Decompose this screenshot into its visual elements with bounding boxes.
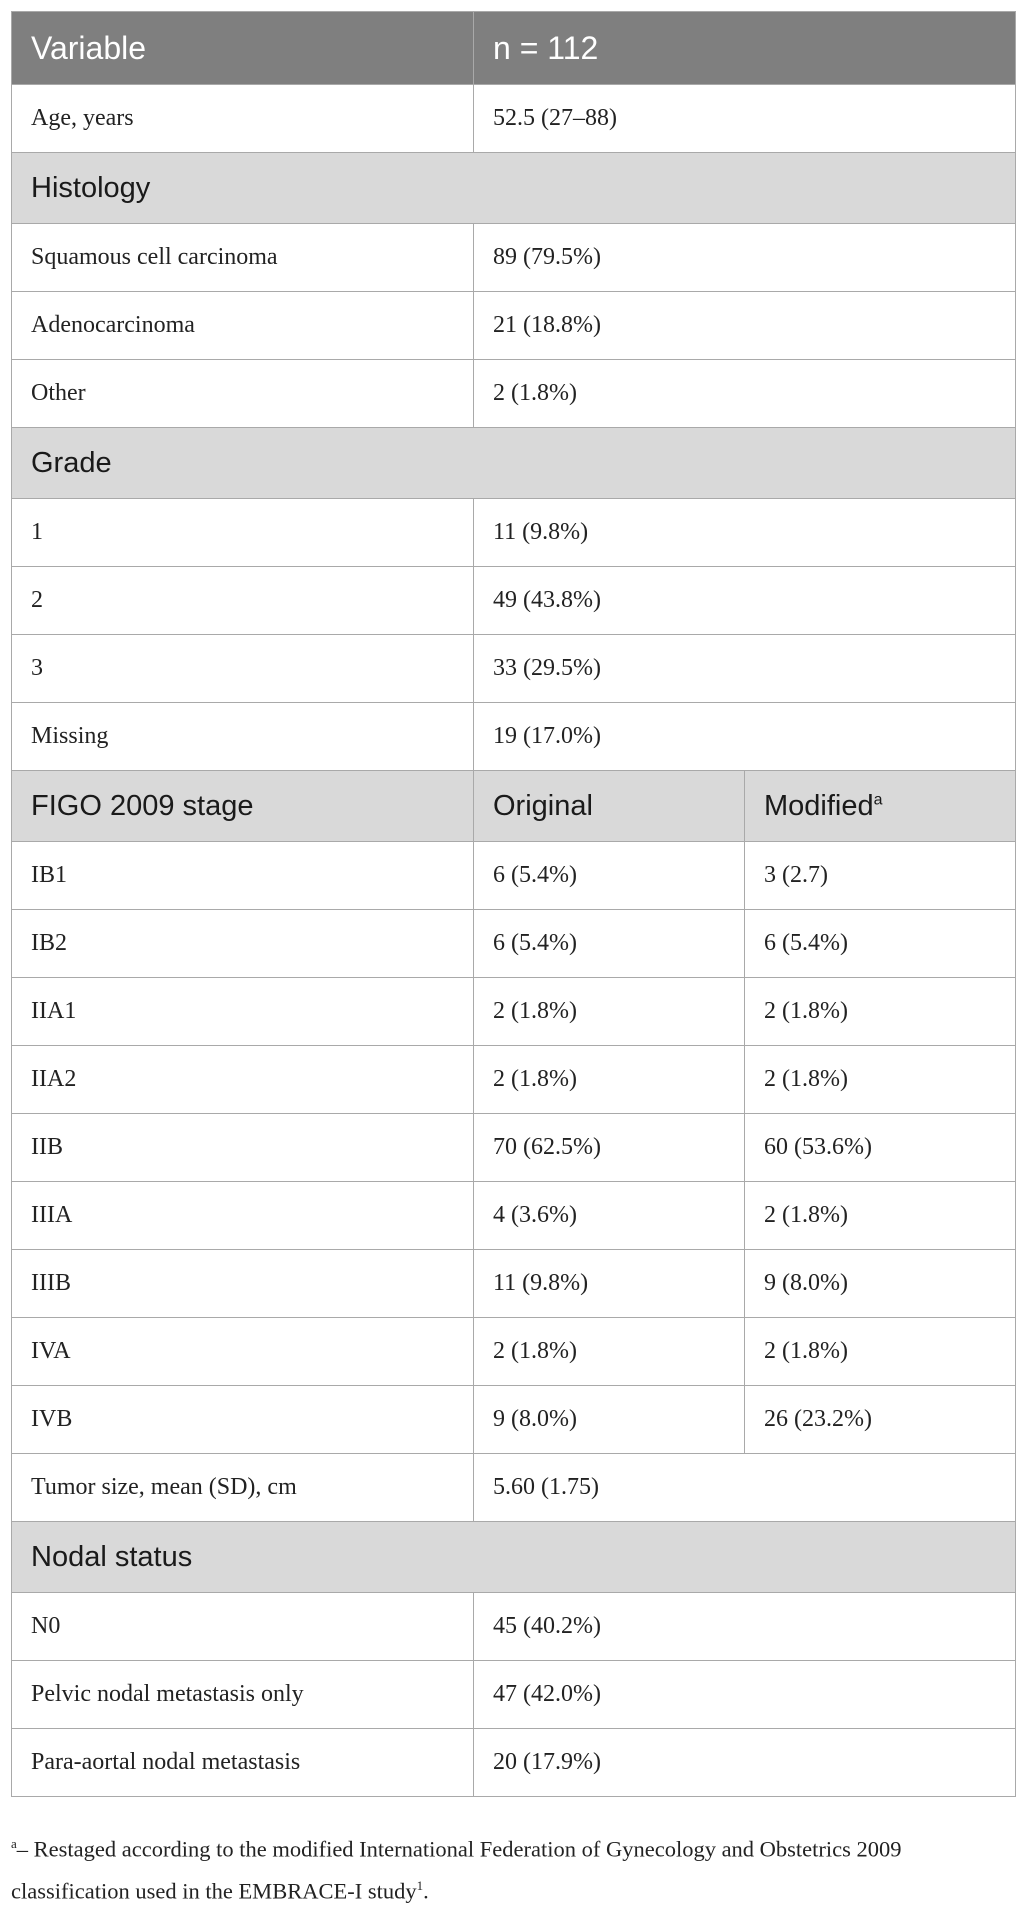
row-original: 9 (8.0%) bbox=[473, 1385, 745, 1454]
table-row: IVB 9 (8.0%) 26 (23.2%) bbox=[11, 1385, 1016, 1454]
table-row: Other 2 (1.8%) bbox=[11, 359, 1016, 428]
table-row: IIA2 2 (1.8%) 2 (1.8%) bbox=[11, 1045, 1016, 1114]
row-value: 19 (17.0%) bbox=[473, 702, 1016, 771]
section-row-histology: Histology bbox=[11, 152, 1016, 224]
row-label: Pelvic nodal metastasis only bbox=[11, 1660, 474, 1729]
row-original: 2 (1.8%) bbox=[473, 1045, 745, 1114]
section-row-grade: Grade bbox=[11, 427, 1016, 499]
row-label: 3 bbox=[11, 634, 474, 703]
row-original: 4 (3.6%) bbox=[473, 1181, 745, 1250]
table-row: Adenocarcinoma 21 (18.8%) bbox=[11, 291, 1016, 360]
row-label: N0 bbox=[11, 1592, 474, 1661]
row-label: Tumor size, mean (SD), cm bbox=[11, 1453, 474, 1522]
table-row: Tumor size, mean (SD), cm 5.60 (1.75) bbox=[11, 1453, 1016, 1522]
row-modified: 6 (5.4%) bbox=[744, 909, 1016, 978]
row-value: 52.5 (27–88) bbox=[473, 84, 1016, 153]
row-label: 2 bbox=[11, 566, 474, 635]
row-value: 89 (79.5%) bbox=[473, 223, 1016, 292]
section-row-figo-stage: FIGO 2009 stage Original Modifieda bbox=[11, 770, 1016, 842]
footnote-text: – Restaged according to the modified Int… bbox=[11, 1836, 902, 1904]
row-label: Missing bbox=[11, 702, 474, 771]
column-modified-label: Modified bbox=[764, 789, 874, 822]
row-label: IVA bbox=[11, 1317, 474, 1386]
table-row: IB2 6 (5.4%) 6 (5.4%) bbox=[11, 909, 1016, 978]
row-modified: 2 (1.8%) bbox=[744, 1181, 1016, 1250]
row-original: 6 (5.4%) bbox=[473, 909, 745, 978]
column-modified: Modifieda bbox=[744, 770, 1016, 842]
column-original: Original bbox=[473, 770, 745, 842]
row-modified: 3 (2.7) bbox=[744, 841, 1016, 910]
row-value: 21 (18.8%) bbox=[473, 291, 1016, 360]
section-heading: Histology bbox=[11, 152, 1016, 224]
table-row: 1 11 (9.8%) bbox=[11, 498, 1016, 567]
row-label: IB2 bbox=[11, 909, 474, 978]
row-value: 5.60 (1.75) bbox=[473, 1453, 1016, 1522]
row-value: 20 (17.9%) bbox=[473, 1728, 1016, 1797]
row-label: Para-aortal nodal metastasis bbox=[11, 1728, 474, 1797]
table-row: IVA 2 (1.8%) 2 (1.8%) bbox=[11, 1317, 1016, 1386]
row-modified: 9 (8.0%) bbox=[744, 1249, 1016, 1318]
row-label: Age, years bbox=[11, 84, 474, 153]
row-label: IB1 bbox=[11, 841, 474, 910]
table-row: Para-aortal nodal metastasis 20 (17.9%) bbox=[11, 1728, 1016, 1797]
row-label: Squamous cell carcinoma bbox=[11, 223, 474, 292]
row-label: IIA1 bbox=[11, 977, 474, 1046]
table-row: IIIA 4 (3.6%) 2 (1.8%) bbox=[11, 1181, 1016, 1250]
footnote-end: . bbox=[423, 1878, 429, 1903]
row-modified: 2 (1.8%) bbox=[744, 977, 1016, 1046]
table-row: IIIB 11 (9.8%) 9 (8.0%) bbox=[11, 1249, 1016, 1318]
row-original: 6 (5.4%) bbox=[473, 841, 745, 910]
table-row: IB1 6 (5.4%) 3 (2.7) bbox=[11, 841, 1016, 910]
table-row: Pelvic nodal metastasis only 47 (42.0%) bbox=[11, 1660, 1016, 1729]
table-row: IIB 70 (62.5%) 60 (53.6%) bbox=[11, 1113, 1016, 1182]
header-n: n = 112 bbox=[473, 11, 1016, 85]
table-row: Age, years 52.5 (27–88) bbox=[11, 84, 1016, 153]
table-row: IIA1 2 (1.8%) 2 (1.8%) bbox=[11, 977, 1016, 1046]
table-row: 2 49 (43.8%) bbox=[11, 566, 1016, 635]
row-value: 47 (42.0%) bbox=[473, 1660, 1016, 1729]
footnote-reference: 1 bbox=[416, 1877, 424, 1893]
table-row: N0 45 (40.2%) bbox=[11, 1592, 1016, 1661]
row-value: 2 (1.8%) bbox=[473, 359, 1016, 428]
patient-characteristics-table: Variable n = 112 Age, years 52.5 (27–88)… bbox=[11, 11, 1016, 1797]
row-original: 2 (1.8%) bbox=[473, 977, 745, 1046]
section-heading: FIGO 2009 stage bbox=[11, 770, 474, 842]
row-label: IIA2 bbox=[11, 1045, 474, 1114]
row-label: Adenocarcinoma bbox=[11, 291, 474, 360]
header-variable: Variable bbox=[11, 11, 474, 85]
row-label: 1 bbox=[11, 498, 474, 567]
row-modified: 60 (53.6%) bbox=[744, 1113, 1016, 1182]
table-row: Missing 19 (17.0%) bbox=[11, 702, 1016, 771]
table-header-row: Variable n = 112 bbox=[11, 11, 1016, 85]
row-original: 70 (62.5%) bbox=[473, 1113, 745, 1182]
footnote-marker: a bbox=[11, 1836, 17, 1851]
section-heading: Nodal status bbox=[11, 1521, 1016, 1593]
footnote-marker: a bbox=[873, 790, 883, 808]
table-footnote: a– Restaged according to the modified In… bbox=[11, 1826, 1015, 1909]
row-modified: 2 (1.8%) bbox=[744, 1045, 1016, 1114]
section-row-nodal-status: Nodal status bbox=[11, 1521, 1016, 1593]
row-label: IIB bbox=[11, 1113, 474, 1182]
row-original: 2 (1.8%) bbox=[473, 1317, 745, 1386]
row-label: IIIA bbox=[11, 1181, 474, 1250]
row-modified: 2 (1.8%) bbox=[744, 1317, 1016, 1386]
row-value: 49 (43.8%) bbox=[473, 566, 1016, 635]
row-value: 45 (40.2%) bbox=[473, 1592, 1016, 1661]
row-value: 33 (29.5%) bbox=[473, 634, 1016, 703]
table-row: Squamous cell carcinoma 89 (79.5%) bbox=[11, 223, 1016, 292]
row-label: IVB bbox=[11, 1385, 474, 1454]
row-value: 11 (9.8%) bbox=[473, 498, 1016, 567]
row-original: 11 (9.8%) bbox=[473, 1249, 745, 1318]
row-label: IIIB bbox=[11, 1249, 474, 1318]
row-label: Other bbox=[11, 359, 474, 428]
row-modified: 26 (23.2%) bbox=[744, 1385, 1016, 1454]
section-heading: Grade bbox=[11, 427, 1016, 499]
table-row: 3 33 (29.5%) bbox=[11, 634, 1016, 703]
